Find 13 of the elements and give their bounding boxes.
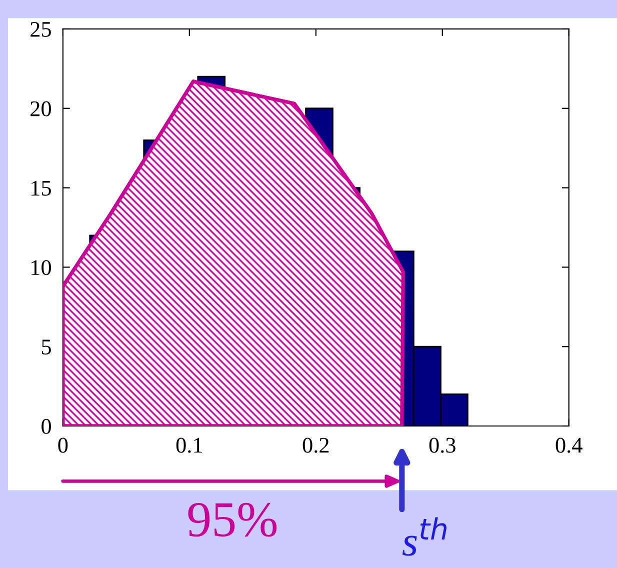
x-tick-label: 0.4 [556, 438, 582, 453]
y-tick-label: 15 [32, 180, 51, 196]
x-tick-label: 0.3 [429, 438, 456, 453]
x-tick-label: 0 [58, 438, 68, 453]
y-tick-label: 10 [32, 260, 51, 276]
y-tick-label: 25 [30, 22, 51, 37]
y-tick-label: 0 [42, 418, 51, 434]
y-tick-label: 5 [42, 340, 51, 355]
y-tick-label: 20 [30, 101, 51, 116]
text: 95% [188, 502, 277, 537]
x-tick-label: 0.2 [302, 438, 329, 453]
annotation: s$^{th}$ [402, 517, 446, 556]
x-tick-label: 0.1 [176, 438, 202, 453]
